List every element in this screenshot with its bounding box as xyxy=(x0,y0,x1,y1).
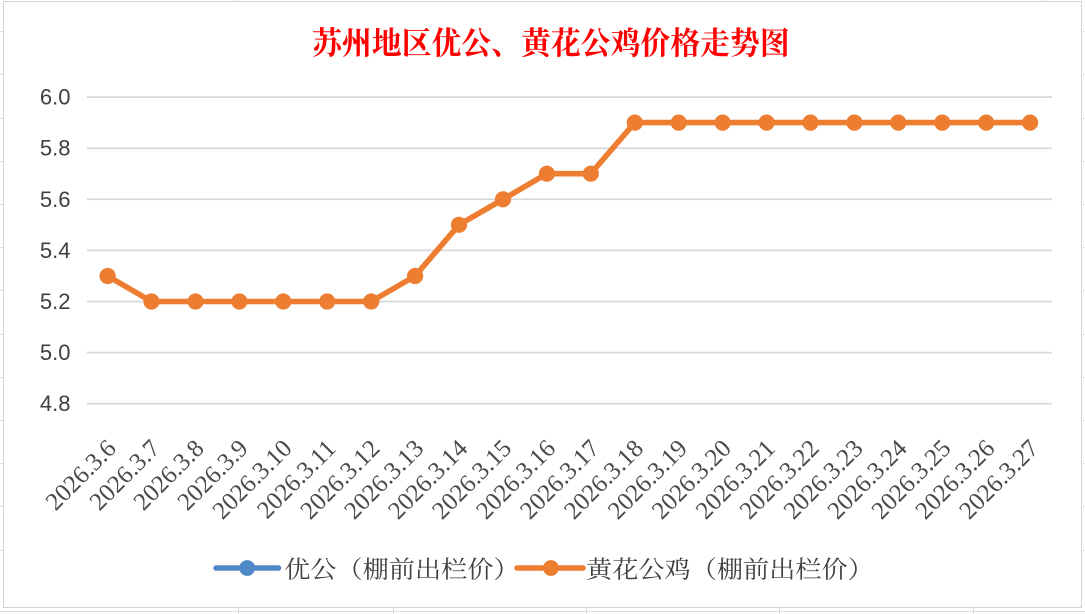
svg-text:5.4: 5.4 xyxy=(40,238,71,263)
svg-text:4.8: 4.8 xyxy=(40,391,71,416)
svg-text:6.0: 6.0 xyxy=(40,85,71,110)
svg-text:5.0: 5.0 xyxy=(40,340,71,365)
svg-text:5.2: 5.2 xyxy=(40,289,71,314)
svg-text:5.8: 5.8 xyxy=(40,136,71,161)
svg-text:5.6: 5.6 xyxy=(40,187,71,212)
